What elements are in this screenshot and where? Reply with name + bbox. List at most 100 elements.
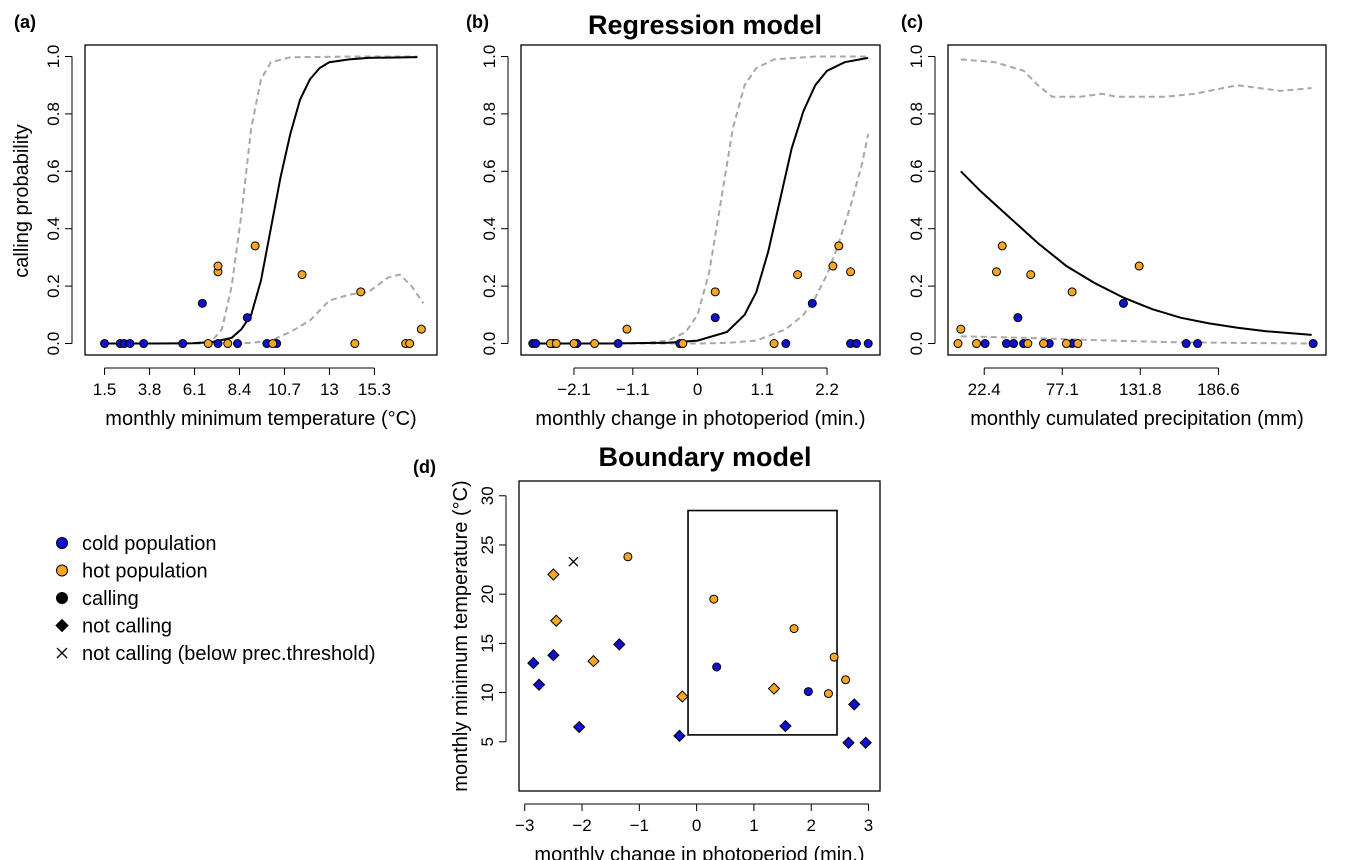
x-tick-label: −3 (515, 816, 534, 835)
data-point (622, 324, 632, 334)
data-point (863, 339, 873, 349)
data-point (793, 270, 803, 280)
data-point (834, 241, 844, 251)
y-tick-label: 0.2 (44, 274, 63, 298)
data-point (851, 339, 861, 349)
panel-label-b: (b) (466, 12, 489, 32)
fit-curve (104, 56, 418, 345)
data-point (125, 339, 135, 349)
data-point (828, 261, 838, 271)
data-point (569, 339, 579, 349)
ci-upper-curve (960, 58, 1312, 98)
data-point (213, 339, 223, 349)
y-tick-label: 0.2 (907, 274, 926, 298)
x-axis-label: monthly cumulated precipitation (mm) (970, 408, 1303, 430)
data-point (568, 556, 579, 567)
panel-a: 1.5 3.8 6.1 8.4 10.7 13 15.3 0.0 0.2 0.4 0.6 0.8 1.0… (44, 44, 438, 430)
x-tick-label: −1.1 (616, 380, 650, 399)
y-tick-label: 0.4 (44, 217, 63, 241)
data-point (779, 719, 792, 733)
data-point (623, 552, 633, 562)
data-point (213, 261, 223, 271)
data-point (829, 652, 839, 662)
data-point (678, 339, 688, 349)
x-tick-label: 2.2 (815, 380, 839, 399)
y-tick-label: 1.0 (907, 45, 926, 69)
y-tick-label: 0.6 (44, 159, 63, 183)
y-tick-label: 0.8 (480, 102, 499, 126)
data-point (350, 339, 360, 349)
data-point (859, 736, 872, 749)
data-point (233, 339, 243, 349)
x-axis-label: monthly change in photoperiod (min.) (535, 408, 865, 430)
x-axis-label: monthly minimum temperature (°C) (105, 408, 416, 430)
y-tick-label: 0.0 (44, 332, 63, 356)
y-tick-label: 0.0 (480, 332, 499, 356)
legend-circle-icon (56, 592, 68, 604)
plot-frame (518, 480, 881, 792)
data-point (1067, 287, 1077, 297)
data-point (673, 729, 686, 743)
y-tick-label: 0.6 (907, 159, 926, 183)
y-tick-label: 5 (478, 737, 497, 746)
data-point (572, 720, 586, 734)
data-point (1118, 298, 1128, 308)
data-point (250, 241, 260, 251)
y-tick-label: 0.8 (44, 102, 63, 126)
y-tick-label: 0.0 (907, 332, 926, 356)
x-tick-label: 77.1 (1046, 380, 1079, 399)
y-tick-label: 0.8 (907, 102, 926, 126)
x-tick-label: 0 (692, 816, 701, 835)
data-point (223, 339, 233, 349)
panel-c: 22.4 77.1 131.8 186.6 0.0 0.2 0.4 0.6 0.8 1.0 mont… (907, 44, 1327, 430)
fit-curve (529, 56, 869, 345)
y-tick-label: 15 (478, 634, 497, 653)
data-point (803, 687, 813, 697)
x-axis-label: monthly change in photoperiod (min.) (534, 844, 864, 860)
plot-frame (520, 44, 881, 356)
legend-cross-icon (56, 647, 68, 659)
data-point (1013, 313, 1023, 323)
ci-lower-curve (104, 273, 425, 345)
ci-upper-curve (104, 55, 418, 345)
panel-b: −2.1 −1.1 0 1.1 2.2 0.0 0.2 0.4 0.6 0.8 1.0 monthly… (480, 44, 881, 430)
data-point (997, 241, 1007, 251)
data-point (139, 339, 149, 349)
data-point (1073, 339, 1083, 349)
data-point (551, 339, 561, 349)
data-point (710, 287, 720, 297)
legend-label: hot population (82, 561, 208, 583)
legend-circle-icon (56, 537, 68, 549)
data-point (953, 339, 963, 349)
y-tick-label: 0.2 (480, 274, 499, 298)
x-tick-label: 1.1 (750, 380, 774, 399)
x-tick-label: 8.4 (228, 380, 252, 399)
x-tick-label: 15.3 (358, 380, 391, 399)
data-point (613, 339, 623, 349)
legend-label: calling (82, 588, 139, 610)
data-point (676, 690, 689, 703)
y-axis-label: monthly minimum temperature (°C) (450, 480, 472, 791)
x-tick-label: 13 (320, 380, 339, 399)
data-point (841, 675, 851, 685)
y-tick-label: 25 (478, 536, 497, 555)
data-point (1181, 339, 1191, 349)
plot-frame (84, 44, 438, 356)
data-point (767, 682, 781, 695)
data-point (405, 339, 415, 349)
panel-label-c: (c) (901, 12, 923, 32)
x-tick-label: 2 (807, 816, 816, 835)
data-point (100, 339, 110, 349)
data-point (823, 689, 833, 699)
x-tick-label: 1.5 (93, 380, 117, 399)
x-tick-label: −2.1 (557, 380, 591, 399)
data-point (197, 298, 207, 308)
x-tick-label: −2 (572, 816, 591, 835)
x-tick-label: 22.4 (968, 380, 1001, 399)
regression-model-title: Regression model (588, 10, 822, 40)
data-point (1134, 261, 1144, 271)
data-point (712, 662, 722, 672)
data-point (842, 736, 855, 749)
data-point (547, 648, 560, 662)
